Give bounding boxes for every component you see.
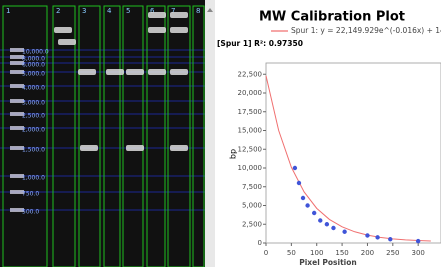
ladder-label: 4,000.0 (22, 85, 45, 92)
y-tick-label: 15,000 (238, 127, 263, 135)
sample-band (170, 69, 188, 75)
y-tick-label: 20,000 (238, 89, 263, 97)
ladder-label: 2,000.0 (22, 127, 45, 134)
x-tick-label: 50 (287, 249, 296, 257)
data-point (331, 226, 335, 230)
ladder-label: 10,000.0 (22, 49, 49, 56)
ladder-label: 6,000.0 (22, 62, 45, 69)
data-point (305, 203, 309, 207)
screen: 1234567810,000.08,000.06,000.05,000.04,0… (0, 0, 441, 267)
ladder-label: 1,500.0 (22, 147, 45, 154)
sample-band (126, 145, 144, 151)
sample-band (126, 69, 144, 75)
data-point (312, 211, 316, 215)
y-tick-label: 22,500 (238, 70, 263, 78)
ladder-label: 1,000.0 (22, 175, 45, 182)
sample-band (106, 69, 124, 75)
lane-number: 2 (56, 7, 60, 15)
x-tick-label: 300 (411, 249, 424, 257)
lane-number: 3 (82, 7, 86, 15)
ladder-label: 5,000.0 (22, 71, 45, 78)
x-tick-label: 200 (361, 249, 374, 257)
x-tick-label: 0 (264, 249, 268, 257)
body: {"gel": {"lanes": ["1", "2", "3", "4", "… (0, 0, 441, 267)
data-point (318, 218, 322, 222)
x-tick-label: 100 (310, 249, 323, 257)
data-point (416, 239, 420, 243)
y-tick-label: 5,000 (242, 202, 262, 210)
ladder-label: 2,500.0 (22, 113, 45, 120)
sample-band (148, 27, 166, 33)
y-axis-label: bp (229, 149, 238, 159)
legend-entry: Spur 1: y = 22,149.929e^(-0.016x) + 148.… (291, 26, 441, 35)
y-tick-label: 10,000 (238, 164, 263, 172)
gel-image (0, 0, 205, 267)
chart-title: MW Calibration Plot (259, 10, 405, 25)
sample-band (170, 27, 188, 33)
data-point (375, 235, 379, 239)
data-point (388, 237, 392, 241)
lane-number: 8 (196, 7, 200, 15)
sample-band (54, 27, 72, 33)
ladder-label: 500.0 (22, 209, 39, 216)
y-tick-label: 0 (258, 239, 262, 247)
y-tick-label: 12,500 (238, 145, 263, 153)
sample-band (170, 12, 188, 18)
y-tick-label: 7,500 (242, 183, 262, 191)
data-point (297, 181, 301, 185)
x-tick-label: 150 (335, 249, 348, 257)
x-axis-label: Pixel Position (299, 258, 357, 267)
plot-area (266, 63, 441, 243)
data-point (325, 222, 329, 226)
scrollbar[interactable] (205, 0, 215, 267)
data-point (365, 233, 369, 237)
lane-number: 4 (107, 7, 112, 15)
data-point (301, 196, 305, 200)
sample-band (78, 69, 96, 75)
lane-number: 1 (6, 7, 10, 15)
ladder-label: 750.0 (22, 191, 39, 198)
data-point (342, 230, 346, 234)
y-tick-label: 2,500 (242, 220, 262, 228)
data-point (293, 166, 297, 170)
y-tick-label: 17,500 (238, 108, 263, 116)
x-tick-label: 250 (386, 249, 399, 257)
page: body { margin: 0; width: 441px; height: … (0, 0, 441, 267)
lane-number: 5 (126, 7, 130, 15)
chart-subtitle: [Spur 1] R²: 0.97350 (217, 39, 303, 48)
sample-band (170, 145, 188, 151)
sample-band (58, 39, 76, 45)
ladder-label: 3,000.0 (22, 100, 45, 107)
sample-band (148, 69, 166, 75)
sample-band (80, 145, 98, 151)
sample-band (148, 12, 166, 18)
